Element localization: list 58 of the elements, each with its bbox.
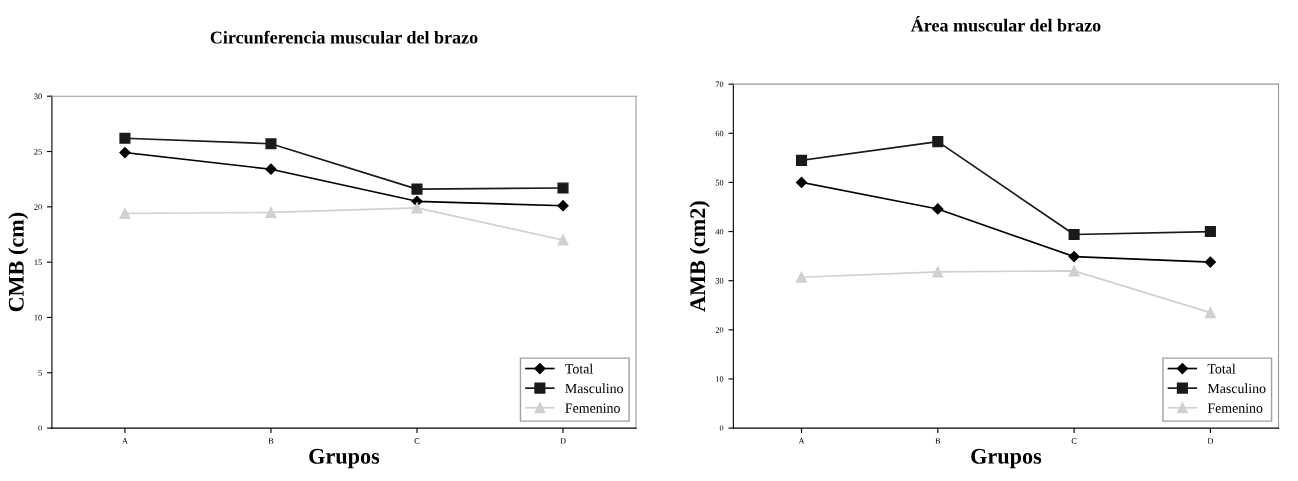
chart-title: Área muscular del brazo: [910, 15, 1101, 32]
point: [119, 147, 131, 159]
point: [795, 271, 808, 283]
point: [557, 182, 569, 194]
point: [1204, 307, 1216, 319]
y-tick-label: 10: [716, 376, 724, 382]
y-tick-label: 20: [715, 327, 724, 333]
y-tick-label: 10: [34, 314, 42, 321]
y-tick-label: 30: [715, 278, 724, 284]
point: [265, 138, 277, 150]
y-tick-label: 40: [715, 228, 724, 235]
y-tick-label: 15: [34, 259, 42, 266]
point: [557, 234, 569, 246]
point: [795, 176, 808, 189]
x-tick-label: A: [798, 438, 805, 444]
y-tick-label: 25: [34, 148, 42, 155]
point: [1068, 265, 1080, 277]
x-tick-label: D: [1207, 438, 1214, 444]
point: [1068, 228, 1080, 241]
y-tick-label: 70: [715, 81, 724, 88]
x-tick-label: B: [935, 438, 941, 444]
point: [1204, 226, 1216, 238]
point: [411, 202, 423, 214]
y-tick-label: 5: [38, 370, 42, 376]
point: [1068, 251, 1080, 263]
point: [932, 203, 944, 215]
x-tick-label: A: [122, 438, 128, 444]
point: [932, 136, 944, 148]
legend-label: Total: [565, 363, 593, 374]
legend-label: Total: [1207, 363, 1236, 374]
x-tick-label: C: [1071, 438, 1077, 444]
point: [119, 207, 131, 220]
point: [265, 206, 277, 218]
y-tick-label: 0: [719, 425, 724, 432]
point: [932, 266, 944, 278]
point: [1204, 256, 1216, 268]
point: [119, 132, 131, 144]
y-tick-label: 50: [715, 179, 724, 186]
chart-title: Circunferencia muscular del brazo: [210, 30, 478, 44]
y-tick-label: 20: [34, 204, 42, 210]
point: [557, 200, 569, 212]
x-tick-label: C: [414, 438, 420, 444]
y-tick-label: 0: [38, 425, 42, 432]
legend-label: Femenino: [1207, 403, 1263, 413]
y-tick-label: 60: [715, 130, 724, 137]
x-axis-title: Grupos: [309, 448, 380, 469]
x-axis-title: Grupos: [971, 448, 1042, 469]
x-tick-label: B: [268, 438, 274, 444]
point: [265, 163, 277, 175]
y-tick-label: 30: [34, 93, 42, 100]
legend-label: Femenino: [565, 403, 620, 413]
legend-label: Masculino: [565, 383, 623, 394]
y-axis-title: AMB (cm2): [689, 201, 710, 312]
legend-label: Masculino: [1207, 383, 1266, 394]
point: [411, 183, 423, 195]
y-axis-title: CMB (cm): [8, 212, 29, 312]
x-tick-label: D: [560, 438, 566, 444]
point: [795, 154, 808, 166]
